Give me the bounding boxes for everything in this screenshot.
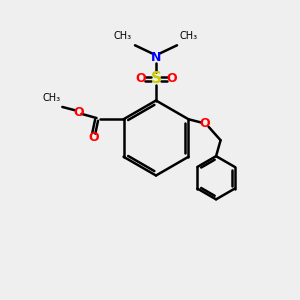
Text: CH₃: CH₃ [42, 93, 61, 103]
Text: O: O [88, 131, 99, 144]
Text: CH₃: CH₃ [114, 32, 132, 41]
Text: S: S [151, 71, 161, 86]
Text: O: O [73, 106, 84, 119]
Text: N: N [151, 51, 161, 64]
Text: CH₃: CH₃ [180, 32, 198, 41]
Text: O: O [166, 72, 177, 86]
Text: O: O [200, 117, 210, 130]
Text: O: O [135, 72, 146, 86]
